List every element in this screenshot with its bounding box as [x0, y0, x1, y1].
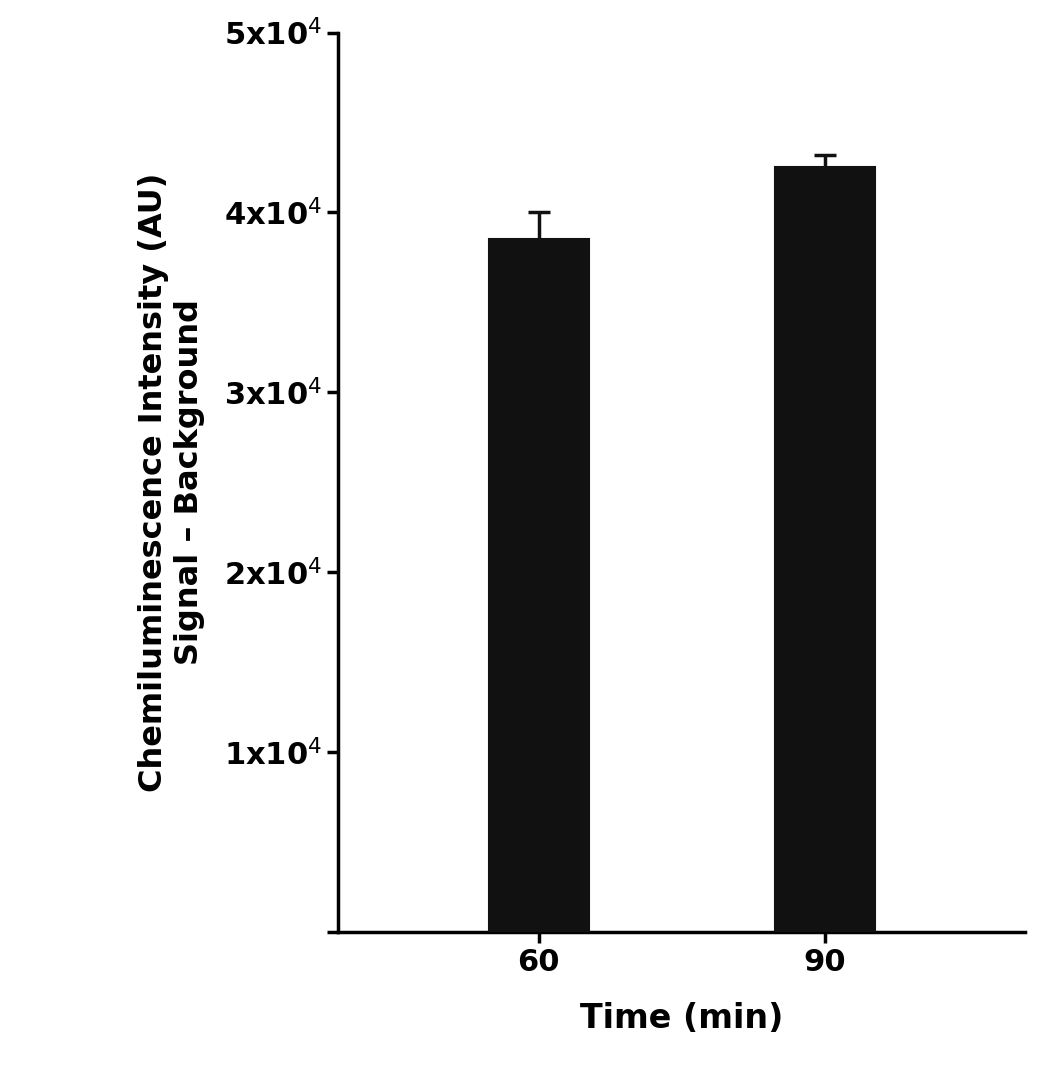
X-axis label: Time (min): Time (min) — [580, 1003, 783, 1035]
Y-axis label: Chemiluminescence Intensity (AU)
Signal – Background: Chemiluminescence Intensity (AU) Signal … — [138, 172, 205, 792]
Bar — [488, 240, 589, 932]
Bar — [775, 167, 875, 932]
